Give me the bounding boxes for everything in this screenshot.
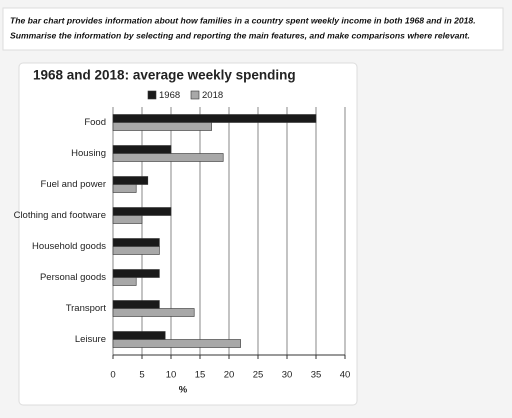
bar [112, 153, 224, 162]
y-tick-label: Transport [66, 303, 107, 314]
x-tick-label: 15 [195, 370, 206, 381]
bar [112, 215, 143, 224]
prompt-box [2, 7, 504, 51]
y-tick-label: Clothing and footware [14, 210, 106, 221]
bar [112, 207, 172, 216]
bar [112, 269, 160, 278]
chart-title: 1968 and 2018: average weekly spending [33, 68, 296, 83]
y-tick-label: Leisure [75, 334, 106, 345]
bar [112, 114, 317, 123]
x-axis-label: % [179, 385, 188, 396]
chart-card [18, 62, 358, 406]
x-tick-label: 10 [166, 370, 177, 381]
bar [112, 122, 212, 131]
legend-swatch [190, 90, 200, 100]
x-tick-label: 35 [311, 370, 322, 381]
y-tick-label: Personal goods [40, 272, 106, 283]
x-tick-label: 30 [282, 370, 293, 381]
bar [112, 176, 149, 185]
bar [112, 331, 166, 340]
y-tick-label: Fuel and power [41, 179, 106, 190]
bar [112, 246, 160, 255]
legend-swatch [147, 90, 157, 100]
bar [112, 300, 160, 309]
y-tick-label: Housing [71, 148, 106, 159]
x-tick-label: 5 [139, 370, 144, 381]
bar [112, 339, 241, 348]
legend-label: 1968 [159, 90, 180, 101]
bar [112, 184, 137, 193]
bar [112, 145, 172, 154]
bar [112, 277, 137, 286]
prompt-line: The bar chart provides information about… [10, 15, 476, 25]
bar [112, 308, 195, 317]
x-tick-label: 40 [340, 370, 351, 381]
prompt-line: Summarise the information by selecting a… [10, 30, 470, 40]
y-tick-label: Food [84, 117, 106, 128]
x-tick-label: 20 [224, 370, 235, 381]
bar [112, 238, 160, 247]
x-tick-label: 25 [253, 370, 264, 381]
legend-label: 2018 [202, 90, 223, 101]
x-tick-label: 0 [110, 370, 115, 381]
y-tick-label: Household goods [32, 241, 106, 252]
